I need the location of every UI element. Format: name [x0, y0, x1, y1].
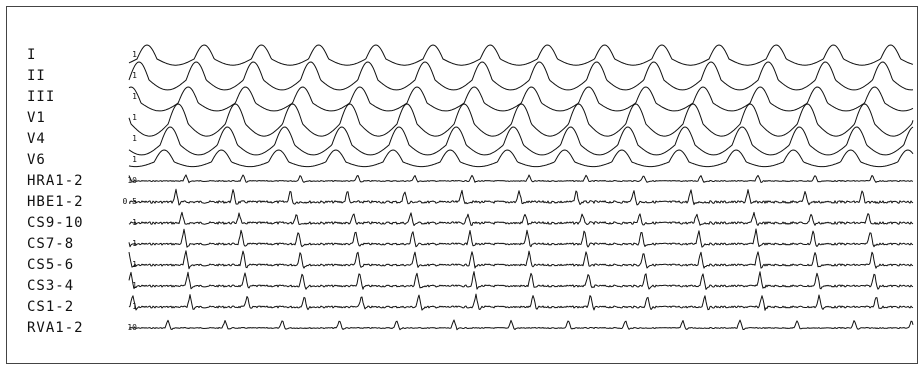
- lead-name-label: III: [27, 89, 56, 105]
- lead-row-i: I 1: [27, 45, 137, 65]
- rva-trace: [128, 319, 914, 331]
- cs3-4-trace: [128, 271, 914, 290]
- lead-gain-label: 1: [132, 134, 137, 143]
- lead-ii-trace: [128, 61, 914, 91]
- lead-row-v6: V6 1: [27, 150, 137, 170]
- cs7-8-trace: [128, 228, 914, 248]
- lead-row-ii: II 1: [27, 66, 137, 86]
- lead-v1-trace: [128, 103, 914, 137]
- tracing-panel: I 1 II 1 III 1 V1 1 V4 1 V6 1 HRA1-2 10 …: [6, 6, 918, 364]
- lead-gain-label: 1: [132, 281, 137, 290]
- lead-name-label: V4: [27, 131, 46, 147]
- lead-row-hra: HRA1-2 10: [27, 171, 137, 191]
- lead-name-label: HRA1-2: [27, 173, 84, 189]
- lead-name-label: V1: [27, 110, 46, 126]
- lead-name-label: CS1-2: [27, 299, 75, 315]
- hra-trace: [128, 174, 914, 184]
- lead-name-label: RVA1-2: [27, 320, 84, 336]
- lead-name-label: CS5-6: [27, 257, 75, 273]
- lead-gain-label: 10: [127, 176, 137, 185]
- lead-name-label: HBE1-2: [27, 194, 84, 210]
- lead-v6-trace: [128, 149, 914, 168]
- lead-name-label: V6: [27, 152, 46, 168]
- cs9-10-trace: [128, 211, 914, 226]
- lead-v4-trace: [128, 126, 914, 156]
- cs5-6-trace: [128, 250, 914, 270]
- lead-row-iii: III 1: [27, 87, 137, 107]
- lead-row-cs3-4: CS3-4 1: [27, 276, 137, 296]
- lead-label-column: I 1 II 1 III 1 V1 1 V4 1 V6 1 HRA1-2 10 …: [27, 7, 137, 365]
- lead-name-label: CS3-4: [27, 278, 75, 294]
- lead-gain-label: 1: [132, 155, 137, 164]
- lead-gain-label: 1: [132, 71, 137, 80]
- lead-gain-label: 0.5: [122, 197, 137, 206]
- cs1-2-trace: [128, 293, 914, 311]
- lead-row-v4: V4 1: [27, 129, 137, 149]
- lead-gain-label: 1: [132, 113, 137, 122]
- lead-iii-trace: [128, 86, 914, 112]
- hbe-trace: [128, 188, 914, 206]
- lead-gain-label: 1: [132, 302, 137, 311]
- lead-name-label: I: [27, 47, 37, 63]
- lead-row-v1: V1 1: [27, 108, 137, 128]
- lead-row-hbe: HBE1-2 0.5: [27, 192, 137, 212]
- lead-gain-label: 1: [132, 92, 137, 101]
- lead-name-label: II: [27, 68, 46, 84]
- electrogram-traces: [128, 44, 914, 331]
- lead-name-label: CS7-8: [27, 236, 75, 252]
- lead-name-label: CS9-10: [27, 215, 84, 231]
- lead-gain-label: 1: [132, 50, 137, 59]
- lead-row-cs1-2: CS1-2 1: [27, 297, 137, 317]
- lead-i-trace: [128, 44, 914, 66]
